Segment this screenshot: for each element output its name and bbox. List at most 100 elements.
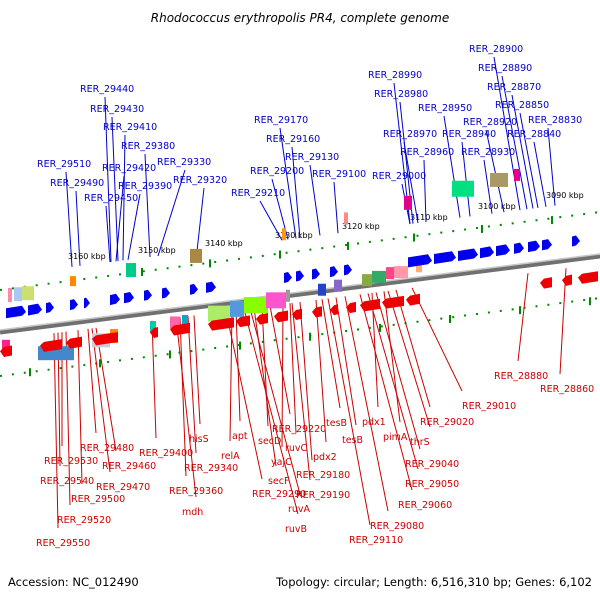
accession-text: Accession: NC_012490 [8,575,139,589]
gene-label[interactable]: RER_29010 [462,401,516,412]
gene-label[interactable]: RER_29390 [118,181,172,192]
forward-gene-arrow [206,281,216,293]
gene-label[interactable]: RER_29180 [296,470,350,481]
gene-label[interactable]: RER_28940 [442,129,496,140]
forward-gene-arrow [110,293,120,306]
leader-line [65,171,73,267]
gene-label[interactable]: RER_29200 [250,166,304,177]
gene-label[interactable]: tesB [326,418,347,429]
gene-label[interactable]: RER_29040 [405,459,459,470]
gene-label[interactable]: RER_28970 [383,129,437,140]
leader-line [157,169,186,257]
gene-label[interactable]: relA [221,451,240,462]
gene-label[interactable]: RER_29470 [96,482,150,493]
gene-label[interactable]: RER_29490 [50,178,104,189]
gene-label[interactable]: RER_29500 [71,494,125,505]
gene-label[interactable]: RER_29380 [121,141,175,152]
gene-label[interactable]: RER_28870 [487,82,541,93]
gene-label[interactable]: RER_29170 [254,115,308,126]
feature-block [404,195,412,210]
gene-label[interactable]: RER_29460 [102,461,156,472]
gene-label[interactable]: RER_28990 [368,70,422,81]
gene-label[interactable]: RER_29530 [44,456,98,467]
gene-label[interactable]: ruvC [285,443,308,454]
major-ticks [29,216,591,377]
gene-label[interactable]: apt [232,431,248,442]
gene-label[interactable]: yajC [271,457,292,468]
gene-label[interactable]: RER_29520 [57,515,111,526]
gene-label[interactable]: RER_29320 [173,175,227,186]
gene-label[interactable]: RER_29430 [90,104,144,115]
gene-label[interactable]: RER_29550 [36,538,90,549]
gene-label[interactable]: RER_28980 [374,89,428,100]
gene-label[interactable]: RER_29000 [372,171,426,182]
gene-label[interactable]: RER_29360 [169,486,223,497]
forward-gene-arrow [46,302,54,314]
leader-line [411,287,463,392]
gene-label[interactable]: RER_29020 [420,417,474,428]
gene-label[interactable]: tesB [342,435,363,446]
gene-label[interactable]: hisS [189,434,209,445]
feature-block [394,266,408,279]
gene-label[interactable]: ruvA [288,504,311,515]
leader-line [269,305,291,415]
gene-label[interactable]: RER_29400 [139,448,193,459]
gene-label[interactable]: RER_29410 [103,122,157,133]
gene-label[interactable]: pdx1 [362,417,386,428]
gene-label[interactable]: RER_29420 [102,163,156,174]
gene-label[interactable]: thrS [410,437,430,448]
feature-block [452,180,474,197]
gene-label[interactable]: RER_29440 [80,84,134,95]
gene-label[interactable]: mdh [182,507,203,518]
gene-label[interactable]: pimA [383,432,408,443]
gene-label[interactable]: RER_29160 [266,134,320,145]
gene-label[interactable]: RER_29290 [252,489,306,500]
gene-label[interactable]: secD [258,436,281,447]
gene-label[interactable]: RER_29480 [80,443,134,454]
gene-label[interactable]: RER_29130 [285,152,339,163]
gene-label[interactable]: RER_28960 [400,147,454,158]
reverse-gene-arrow [292,308,302,321]
gene-label[interactable]: pdx2 [313,452,337,463]
gene-label[interactable]: RER_28920 [463,117,517,128]
feature-block [70,276,76,287]
gene-label[interactable]: RER_29100 [312,169,366,180]
reverse-gene-arrow [150,326,158,338]
gene-label[interactable]: RER_29110 [349,535,403,546]
feature-block [490,172,508,187]
feature-block [416,262,422,273]
leader-line [196,187,205,252]
gene-label[interactable]: secF [268,476,289,487]
gene-label[interactable]: RER_28830 [528,115,582,126]
gene-label[interactable]: RER_29540 [40,476,94,487]
gene-label[interactable]: RER_29050 [405,479,459,490]
gene-label[interactable]: RER_28880 [494,371,548,382]
gene-label[interactable]: RER_29330 [157,157,211,168]
gene-label[interactable]: RER_29220 [272,424,326,435]
map-title: Rhodococcus erythropolis PR4, complete g… [151,11,449,25]
gene-label[interactable]: RER_28840 [507,129,561,140]
forward-gene-arrow [408,254,432,268]
gene-label[interactable]: RER_29340 [184,463,238,474]
gene-label[interactable]: RER_29450 [84,193,138,204]
leader-line [91,328,111,473]
tick-label: 3120 kbp [342,222,380,231]
reverse-leader-lines [53,268,567,529]
genome-summary: Topology: circular; Length: 6,516,310 bp… [275,575,592,589]
gene-label[interactable]: ruvB [285,524,307,535]
forward-genes [6,235,580,319]
gene-label[interactable]: RER_29060 [398,500,452,511]
gene-label[interactable]: RER_29510 [37,159,91,170]
gene-label[interactable]: RER_28890 [478,63,532,74]
gene-label[interactable]: RER_28850 [495,100,549,111]
gene-label[interactable]: RER_28930 [461,147,515,158]
gene-label[interactable]: RER_29080 [370,521,424,532]
feature-block [286,289,290,302]
leader-line [315,299,327,443]
gene-label[interactable]: RER_29190 [296,490,350,501]
gene-label[interactable]: RER_28860 [540,384,594,395]
leader-line [483,159,493,214]
gene-label[interactable]: RER_29210 [231,188,285,199]
gene-label[interactable]: RER_28950 [418,103,472,114]
gene-label[interactable]: RER_28900 [469,44,523,55]
